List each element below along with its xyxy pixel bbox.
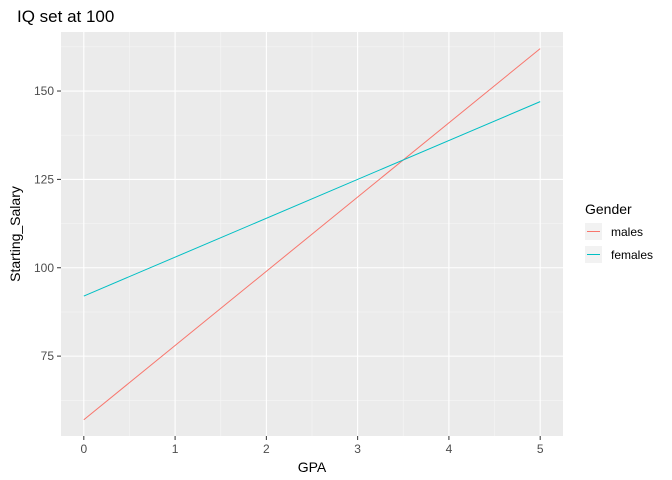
series-lines [83, 48, 541, 421]
y-axis-ticks: 75 100 125 150 [34, 84, 61, 363]
x-tick-label: 3 [354, 442, 361, 456]
y-tick-label: 125 [34, 172, 54, 186]
x-tick-label: 1 [172, 442, 179, 456]
y-tick-label: 150 [34, 84, 54, 98]
series-line-males [83, 48, 541, 421]
chart-title: IQ set at 100 [17, 7, 114, 26]
y-tick-label: 75 [41, 349, 55, 363]
y-tick-label: 100 [34, 261, 54, 275]
legend-label-males: males [611, 225, 643, 239]
x-axis-ticks: 0 1 2 3 4 5 [80, 436, 544, 456]
legend-label-females: females [611, 248, 653, 262]
major-gridlines [61, 32, 563, 436]
x-tick-label: 2 [263, 442, 270, 456]
x-tick-label: 5 [537, 442, 544, 456]
legend-title: Gender [585, 201, 632, 217]
x-tick-label: 0 [80, 442, 87, 456]
y-axis-title: Starting_Salary [7, 186, 23, 282]
legend-items: males females [585, 223, 653, 263]
legend: Gender males females [585, 201, 653, 263]
x-tick-label: 4 [446, 442, 453, 456]
series-line-females [83, 101, 541, 297]
x-axis-title: GPA [298, 459, 327, 475]
